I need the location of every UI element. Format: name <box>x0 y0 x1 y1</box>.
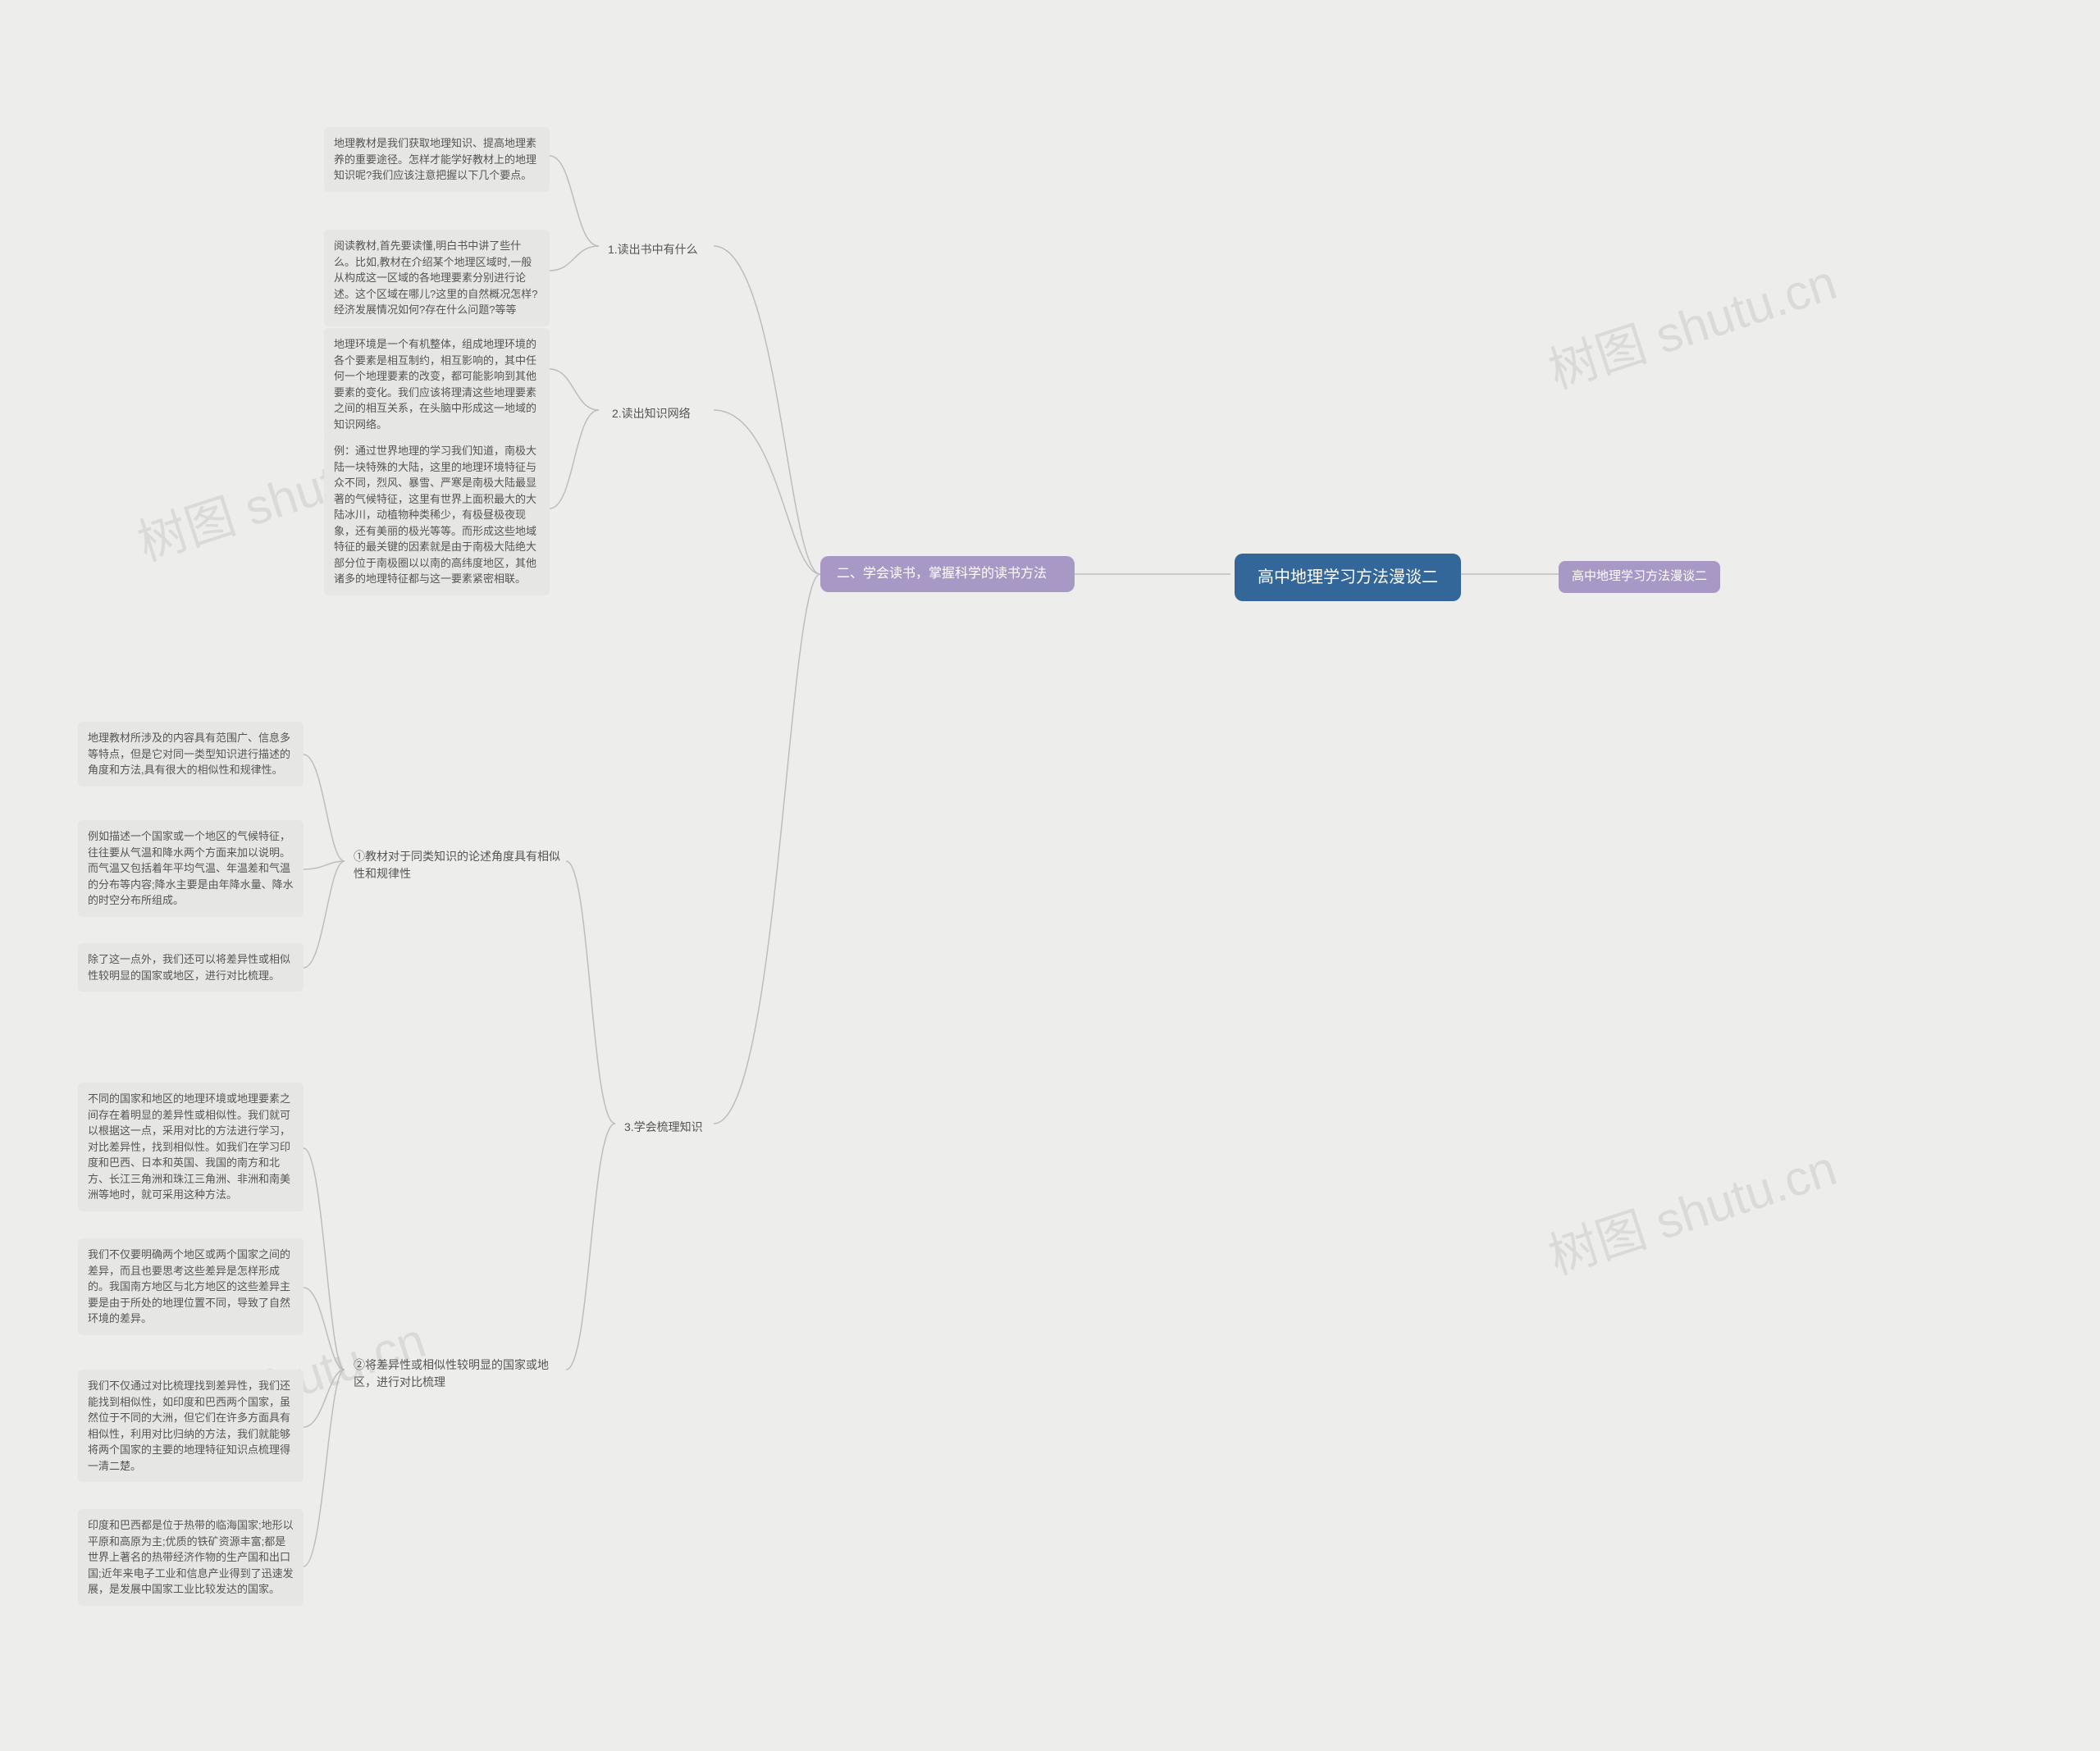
sec1-leaf-a: 地理教材是我们获取地理知识、提高地理素养的重要途径。怎样才能学好教材上的地理知识… <box>324 127 550 192</box>
sec3-sub1-leaf-b: 例如描述一个国家或一个地区的气候特征，往往要从气温和降水两个方面来加以说明。而气… <box>78 820 304 917</box>
root-node[interactable]: 高中地理学习方法漫谈二 <box>1235 554 1461 601</box>
main-left-node[interactable]: 二、学会读书，掌握科学的读书方法 <box>820 556 1075 592</box>
sec2-label[interactable]: 2.读出知识网络 <box>607 402 696 426</box>
watermark: 树图 shutu.cn <box>1538 1129 1844 1288</box>
sec1-leaf-b: 阅读教材,首先要读懂,明白书中讲了些什么。比如,教材在介绍某个地理区域时,一般从… <box>324 230 550 326</box>
sec3-sub2-leaf-d: 印度和巴西都是位于热带的临海国家;地形以平原和高原为主;优质的铁矿资源丰富;都是… <box>78 1509 304 1606</box>
right-child-node[interactable]: 高中地理学习方法漫谈二 <box>1559 561 1720 593</box>
sec3-sub1-label[interactable]: ①教材对于同类知识的论述角度具有相似性和规律性 <box>349 845 566 886</box>
sec2-leaf-a: 地理环境是一个有机整体，组成地理环境的各个要素是相互制约，相互影响的，其中任何一… <box>324 328 550 440</box>
sec3-label[interactable]: 3.学会梳理知识 <box>619 1115 708 1139</box>
sec3-sub1-leaf-a: 地理教材所涉及的内容具有范围广、信息多等特点，但是它对同一类型知识进行描述的角度… <box>78 722 304 787</box>
connector-layer <box>0 0 2100 1751</box>
sec2-leaf-b: 例：通过世界地理的学习我们知道，南极大陆一块特殊的大陆，这里的地理环境特征与众不… <box>324 435 550 595</box>
sec3-sub1-leaf-c: 除了这一点外，我们还可以将差异性或相似性较明显的国家或地区，进行对比梳理。 <box>78 943 304 992</box>
sec3-sub2-leaf-b: 我们不仅要明确两个地区或两个国家之间的差异，而且也要思考这些差异是怎样形成的。我… <box>78 1238 304 1335</box>
sec3-sub2-leaf-a: 不同的国家和地区的地理环境或地理要素之间存在着明显的差异性或相似性。我们就可以根… <box>78 1083 304 1211</box>
sec1-label[interactable]: 1.读出书中有什么 <box>603 238 703 262</box>
sec3-sub2-leaf-c: 我们不仅通过对比梳理找到差异性，我们还能找到相似性，如印度和巴西两个国家，虽然位… <box>78 1370 304 1482</box>
sec3-sub2-label[interactable]: ②将差异性或相似性较明显的国家或地区，进行对比梳理 <box>349 1353 566 1394</box>
watermark: 树图 shutu.cn <box>1538 243 1844 403</box>
